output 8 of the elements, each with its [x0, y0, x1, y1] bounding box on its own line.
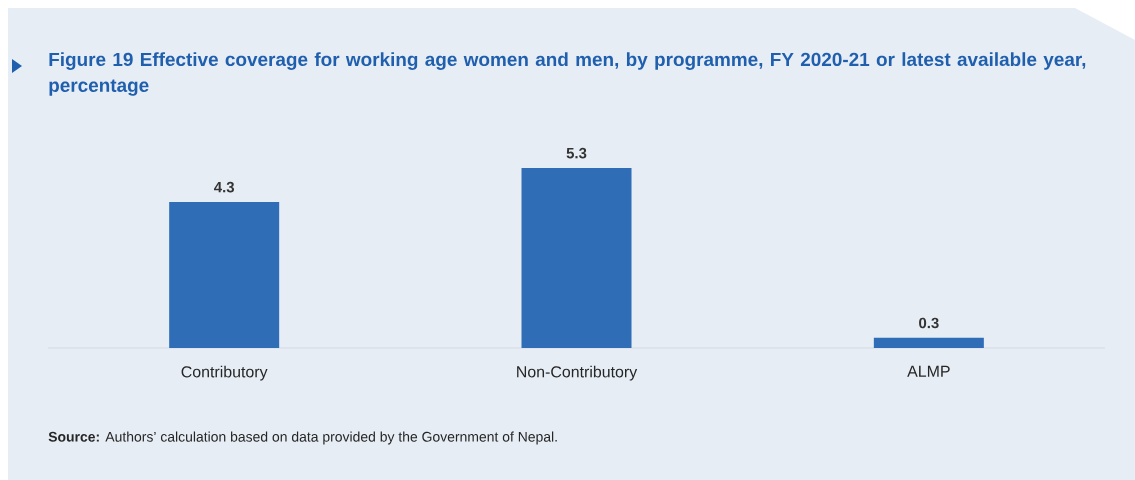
x-tick-label: Contributory	[181, 365, 268, 381]
text: Source: Authors’ calculation based on data provided by the Government of Nepal.	[48, 431, 557, 445]
chart-title: Figure 19 Effective coverage for working age women and men, by programme, FY 2020-21 or latest available year, percentage	[49, 52, 1086, 96]
data-label: 5.3	[566, 147, 587, 159]
data-label: 0.3	[919, 317, 939, 329]
x-tick-label: Non-Contributory	[517, 365, 638, 381]
data-label: 4.3	[214, 181, 235, 193]
x-tick-label: ALMP	[907, 365, 950, 377]
